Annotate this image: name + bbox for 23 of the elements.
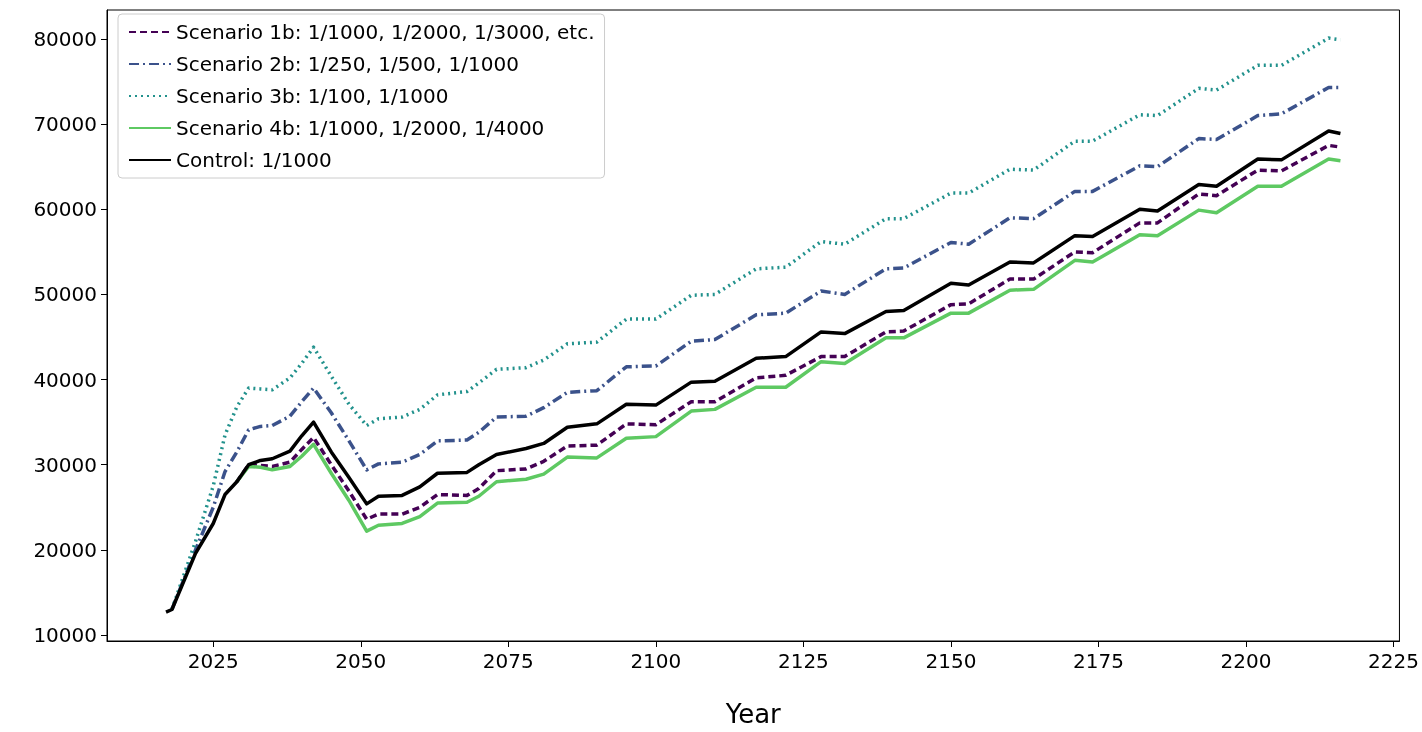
y-tick-label: 60000 — [33, 197, 97, 222]
legend-label: Scenario 3b: 1/100, 1/1000 — [176, 84, 449, 108]
x-tick-label: 2125 — [777, 649, 829, 673]
legend-label: Scenario 2b: 1/250, 1/500, 1/1000 — [176, 52, 519, 76]
x-tick-label: 2150 — [925, 649, 977, 673]
x-tick-label: 2075 — [482, 649, 534, 673]
x-tick-label: 2050 — [335, 649, 387, 673]
legend-label: Scenario 4b: 1/1000, 1/2000, 1/4000 — [176, 116, 545, 140]
y-tick-label: 10000 — [33, 623, 97, 648]
legend-label: Scenario 1b: 1/1000, 1/2000, 1/3000, etc. — [176, 20, 595, 44]
y-tick-label: 40000 — [33, 367, 97, 392]
x-tick-label: 2175 — [1073, 649, 1124, 673]
y-tick-label: 20000 — [33, 537, 97, 562]
y-tick-label: 80000 — [33, 26, 97, 51]
y-tick-label: 70000 — [33, 112, 97, 137]
x-tick-label: 2100 — [630, 649, 682, 673]
x-tick-label: 2025 — [187, 649, 239, 673]
y-tick-label: 30000 — [33, 452, 97, 477]
legend-label: Control: 1/1000 — [176, 148, 332, 172]
x-tick-label: 2225 — [1368, 649, 1419, 673]
x-axis-title: Year — [724, 699, 782, 729]
y-tick-label: 50000 — [33, 282, 97, 307]
x-tick-label: 2200 — [1220, 649, 1272, 673]
